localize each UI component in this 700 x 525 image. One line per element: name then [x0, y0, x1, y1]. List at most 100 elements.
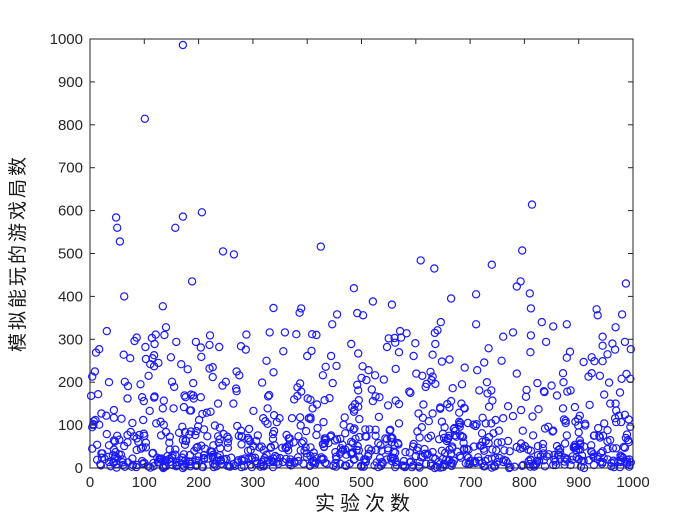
data-point — [604, 378, 614, 387]
data-point — [615, 388, 625, 397]
data-point — [172, 458, 181, 467]
data-point — [141, 443, 151, 452]
data-point — [526, 304, 536, 313]
data-point — [141, 354, 151, 364]
data-point — [558, 369, 568, 378]
data-point — [286, 461, 296, 470]
data-point — [368, 396, 378, 406]
data-point — [479, 444, 488, 453]
data-point — [620, 337, 630, 347]
data-point — [332, 310, 342, 319]
data-point — [316, 242, 325, 251]
data-point — [406, 457, 416, 466]
data-point — [608, 339, 617, 348]
data-point — [436, 404, 445, 413]
y-tick-label: 300 — [58, 331, 83, 348]
data-point — [622, 430, 632, 439]
data-point — [296, 421, 305, 430]
data-point — [617, 452, 627, 461]
data-point — [621, 279, 631, 288]
data-point — [538, 444, 548, 453]
data-point — [561, 416, 570, 425]
data-point — [115, 237, 125, 246]
data-point — [293, 383, 302, 392]
data-point — [279, 347, 288, 356]
data-point — [559, 378, 568, 387]
data-point — [355, 414, 364, 424]
data-point — [155, 455, 165, 464]
data-point — [265, 390, 274, 400]
data-point — [384, 334, 393, 343]
data-point — [245, 437, 255, 446]
data-point — [459, 403, 469, 413]
data-point — [440, 423, 449, 432]
data-point — [297, 304, 306, 313]
data-point — [574, 414, 583, 424]
data-point — [471, 320, 481, 329]
data-point — [90, 367, 100, 376]
data-point — [499, 332, 508, 341]
data-point — [538, 439, 548, 449]
data-point — [302, 452, 311, 461]
data-point — [278, 443, 287, 452]
data-point — [382, 342, 392, 352]
data-point — [224, 462, 234, 471]
data-point — [436, 317, 445, 327]
data-point — [456, 431, 465, 440]
data-point — [620, 443, 630, 452]
data-point — [533, 450, 543, 460]
data-point — [473, 366, 482, 375]
data-point — [596, 457, 605, 467]
data-point — [148, 448, 158, 458]
data-point — [347, 437, 356, 446]
data-point — [412, 369, 421, 378]
data-point — [426, 367, 435, 377]
data-point — [598, 357, 607, 366]
data-point — [140, 114, 149, 124]
data-point — [178, 40, 188, 50]
data-point — [500, 446, 509, 455]
data-point — [616, 451, 625, 460]
data-point — [370, 371, 380, 380]
data-point — [232, 367, 241, 376]
data-point — [624, 415, 633, 424]
data-point — [534, 456, 544, 465]
x-tick-label: 800 — [512, 474, 537, 491]
data-point — [350, 424, 359, 433]
data-point — [336, 434, 345, 443]
data-point — [581, 419, 590, 428]
data-point — [457, 380, 467, 389]
data-point — [93, 390, 103, 399]
data-point — [526, 456, 536, 465]
data-point — [428, 409, 437, 418]
data-point — [281, 443, 290, 452]
data-point — [579, 442, 589, 451]
data-point — [362, 375, 371, 385]
data-point — [382, 455, 392, 464]
data-point — [150, 339, 159, 349]
data-point — [593, 311, 602, 320]
data-point — [414, 462, 423, 471]
scatter-points — [86, 40, 636, 473]
data-point — [426, 461, 436, 471]
data-point — [528, 412, 537, 421]
data-point — [178, 435, 188, 445]
data-point — [383, 446, 393, 455]
data-point — [611, 323, 620, 332]
data-point — [540, 424, 550, 433]
data-point — [376, 441, 385, 450]
data-point — [534, 405, 543, 414]
data-point — [214, 438, 223, 447]
data-point — [269, 303, 278, 313]
data-point — [456, 418, 465, 428]
data-point — [203, 432, 212, 441]
data-point — [208, 372, 217, 382]
data-point — [197, 441, 206, 450]
data-point — [328, 320, 337, 329]
data-point — [184, 457, 193, 466]
data-point — [480, 462, 489, 471]
data-point — [263, 392, 273, 401]
data-point — [129, 432, 139, 441]
data-point — [257, 442, 266, 451]
data-point — [541, 337, 551, 347]
